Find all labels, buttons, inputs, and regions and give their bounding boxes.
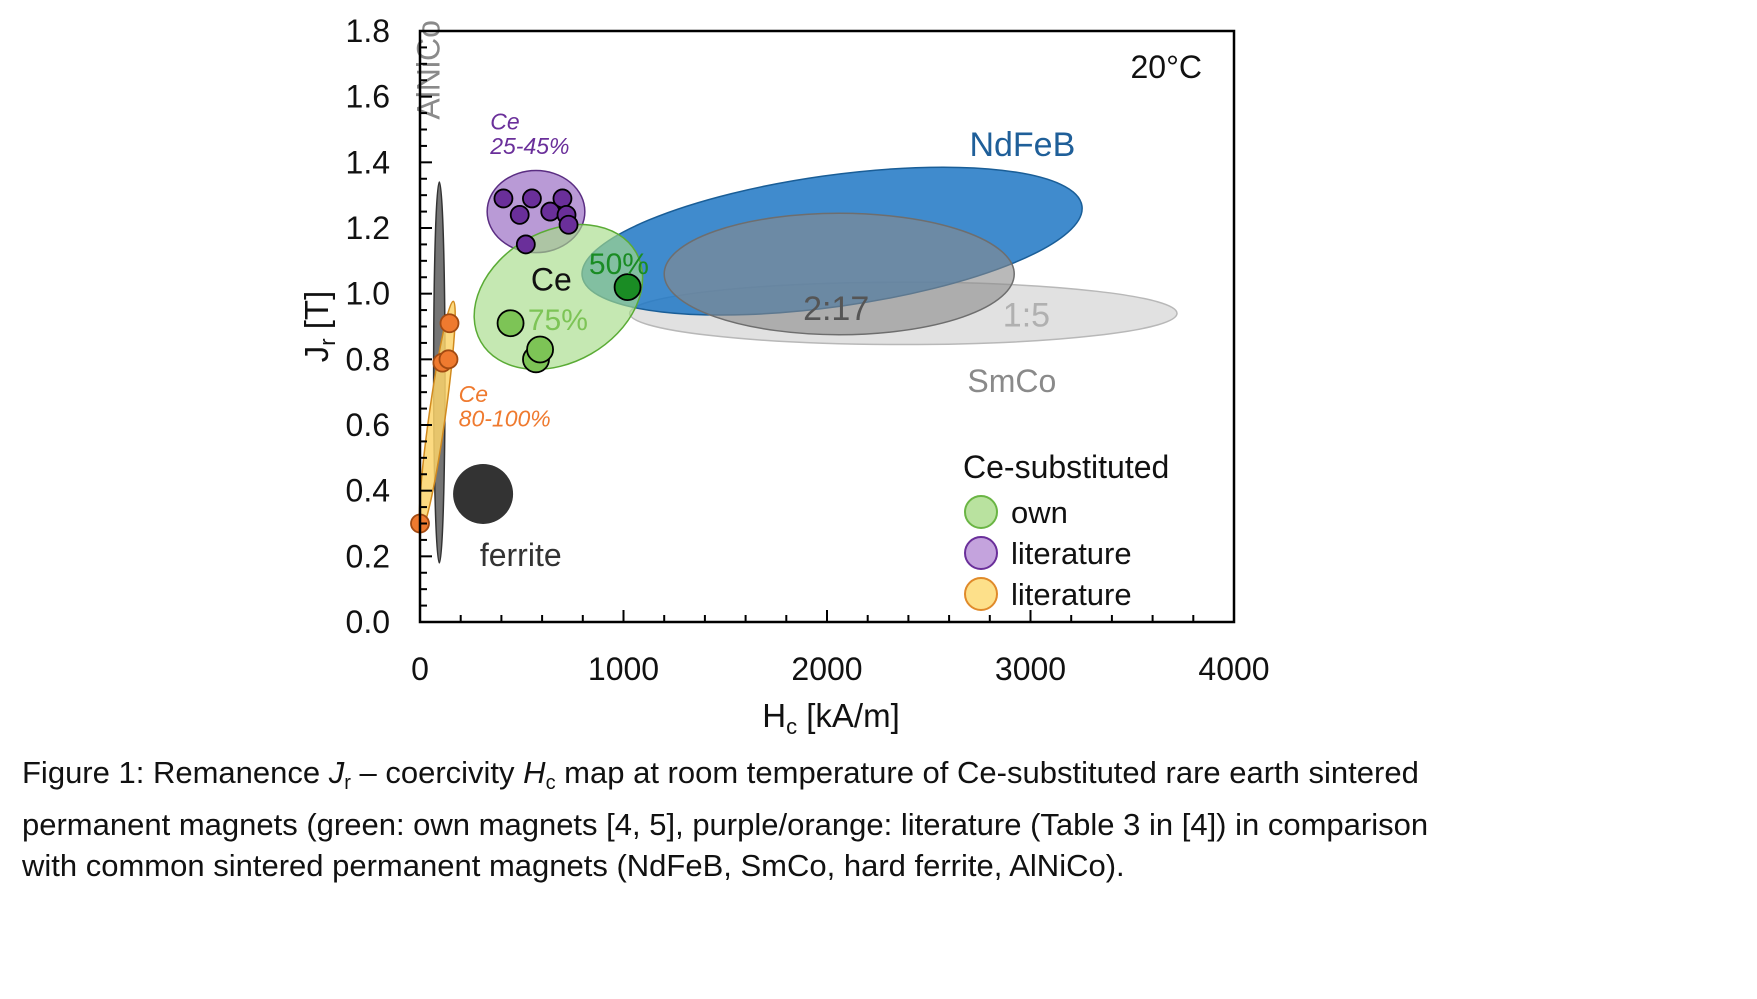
data-point-s3-0 (613, 273, 642, 302)
annotation-7: 80-100% (459, 406, 551, 432)
y-axis-label: Jr [T] (298, 291, 340, 363)
data-point-s2-0 (496, 309, 525, 338)
region-label-1: NdFeB (969, 126, 1075, 164)
data-point-s0-7 (558, 214, 579, 235)
annotation-3: Ce (531, 261, 572, 297)
data-point-s0-2 (522, 188, 542, 209)
legend: Ce-substituted own literature literature (963, 449, 1169, 612)
caption-text-1c: map at room temperature of Ce-substitute… (555, 755, 1419, 790)
y-tick-label-6: 1.2 (346, 210, 390, 246)
x-tick-label-3: 3000 (995, 651, 1066, 687)
caption-text-1a: Figure 1: Remanence (22, 755, 329, 790)
axes-layer: 0 1000 2000 3000 4000 0.0 0.2 0.4 0.6 0.8 1.0 1.2 1.… (298, 13, 1270, 739)
x-tick-label-0: 0 (411, 651, 429, 687)
annotation-8: SmCo (967, 363, 1056, 399)
data-point-s0-1 (509, 204, 530, 225)
caption-line-2: permanent magnets (green: own magnets [4… (22, 807, 1429, 842)
caption-hc-sub: c (545, 772, 556, 794)
y-tick-label-9: 1.8 (346, 13, 390, 49)
caption-hc: H (523, 755, 546, 790)
caption-text-1b: – coercivity (350, 755, 524, 790)
ferrite-marker (453, 463, 514, 524)
x-tick-label-2: 2000 (791, 651, 862, 687)
legend-label-1: literature (1011, 536, 1132, 571)
y-tick-label-5: 1.0 (346, 276, 390, 312)
figure-caption: Figure 1: Remanence Jr – coercivity Hc m… (22, 752, 1742, 886)
data-point-s2-2 (526, 335, 554, 364)
annotation-6: Ce (459, 381, 488, 407)
region-ellipse-2 (663, 212, 1015, 336)
x-axis-label: Hc [kA/m] (762, 697, 900, 739)
annotation-5: 75% (528, 304, 588, 337)
legend-marker-1 (964, 536, 998, 570)
caption-line-1: Figure 1: Remanence Jr – coercivity Hc m… (22, 752, 1742, 804)
annotation-1: Ce (490, 109, 519, 135)
legend-marker-2 (964, 577, 998, 611)
annotation-4: 50% (589, 248, 649, 281)
region-label-2: 2:17 (803, 290, 869, 328)
y-tick-label-8: 1.6 (346, 79, 390, 115)
y-tick-label-0: 0.0 (346, 604, 390, 640)
y-tick-label-1: 0.2 (346, 538, 390, 574)
annotation-0: AlNiCo (410, 20, 446, 120)
data-point-s0-0 (493, 188, 514, 209)
x-tick-label-4: 4000 (1198, 651, 1269, 687)
data-point-s0-3 (515, 234, 536, 255)
annotation-2: 25-45% (489, 133, 569, 159)
y-tick-label-4: 0.8 (346, 341, 390, 377)
legend-label-0: own (1011, 495, 1068, 530)
x-tick-label-1: 1000 (588, 651, 659, 687)
ferrite-label: ferrite (480, 537, 562, 573)
caption-line-3: with common sintered permanent magnets (… (22, 848, 1125, 883)
y-tick-label-3: 0.6 (346, 407, 390, 443)
caption-jr-sub: r (344, 772, 351, 794)
data-point-s1-3 (438, 349, 459, 370)
caption-jr: J (328, 755, 345, 790)
temperature-label: 20°C (1131, 49, 1203, 85)
legend-marker-0 (964, 495, 998, 529)
y-tick-label-2: 0.4 (346, 473, 390, 509)
points-layer (410, 188, 642, 534)
region-label-0: 1:5 (1003, 297, 1050, 335)
legend-title: Ce-substituted (963, 449, 1169, 485)
data-point-s0-5 (552, 188, 573, 209)
legend-label-2: literature (1011, 577, 1132, 612)
data-point-s1-1 (439, 313, 460, 334)
y-tick-label-7: 1.4 (346, 144, 390, 180)
